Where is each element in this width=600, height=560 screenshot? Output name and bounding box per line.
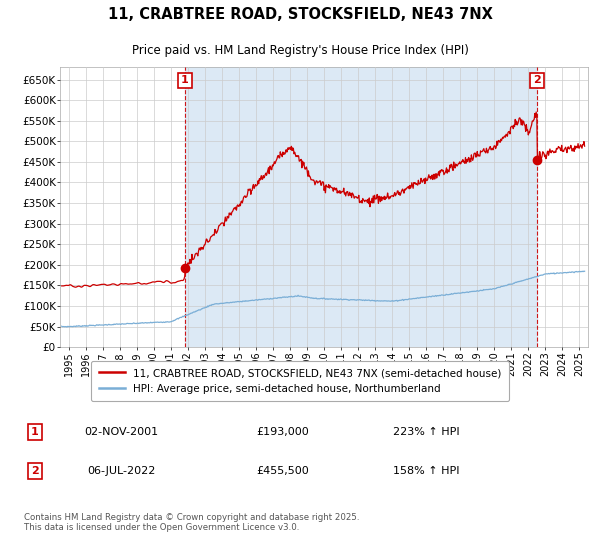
Text: 06-JUL-2022: 06-JUL-2022 [87,465,155,475]
Text: 2: 2 [31,465,39,475]
Text: 1: 1 [31,427,39,437]
Text: 158% ↑ HPI: 158% ↑ HPI [394,465,460,475]
Text: £193,000: £193,000 [256,427,309,437]
Text: 11, CRABTREE ROAD, STOCKSFIELD, NE43 7NX: 11, CRABTREE ROAD, STOCKSFIELD, NE43 7NX [107,7,493,22]
Bar [185,67,537,347]
Text: Contains HM Land Registry data © Crown copyright and database right 2025.
This d: Contains HM Land Registry data © Crown c… [23,513,359,533]
Text: 223% ↑ HPI: 223% ↑ HPI [394,427,460,437]
Legend: 11, CRABTREE ROAD, STOCKSFIELD, NE43 7NX (semi-detached house), HPI: Average pri: 11, CRABTREE ROAD, STOCKSFIELD, NE43 7NX… [91,361,509,401]
Text: £455,500: £455,500 [256,465,309,475]
Text: 02-NOV-2001: 02-NOV-2001 [85,427,158,437]
Text: 2: 2 [533,76,541,85]
Text: 1: 1 [181,76,189,85]
Text: Price paid vs. HM Land Registry's House Price Index (HPI): Price paid vs. HM Land Registry's House … [131,44,469,57]
